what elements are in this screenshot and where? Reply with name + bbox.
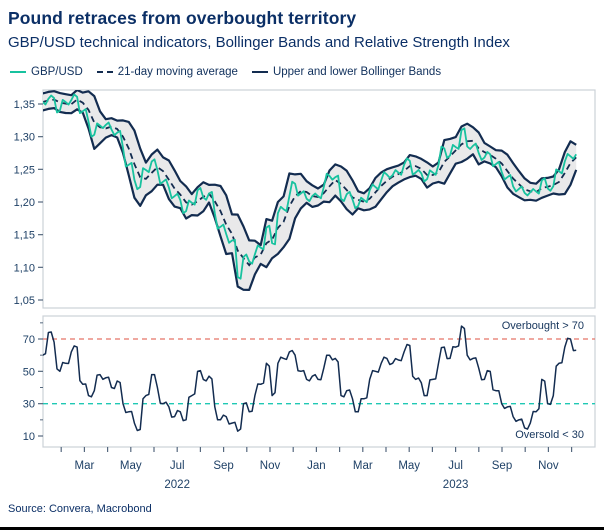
x-axis: Mar May Jul Sep Nov Jan Mar May Jul Sep Nov 2022 202… [60, 447, 573, 491]
svg-text:1,20: 1,20 [14, 197, 35, 209]
bollinger-upper-line [43, 90, 577, 247]
svg-text:10: 10 [23, 431, 35, 443]
svg-text:Sep: Sep [213, 460, 233, 472]
page-title: Pound retraces from overbought territory [8, 8, 357, 28]
svg-text:Jul: Jul [448, 460, 463, 472]
svg-text:1,30: 1,30 [14, 132, 35, 144]
svg-text:May: May [120, 460, 142, 472]
bollinger-band-area [43, 90, 577, 290]
svg-text:2022: 2022 [164, 479, 190, 491]
source-note: Source: Convera, Macrobond [8, 503, 152, 515]
svg-text:30: 30 [23, 399, 35, 411]
rsi-line [43, 325, 577, 432]
svg-text:1,35: 1,35 [14, 99, 35, 111]
svg-text:Jan: Jan [307, 460, 326, 472]
legend-label-moving-average: 21-day moving average [117, 66, 238, 78]
svg-text:1,15: 1,15 [14, 230, 35, 242]
rsi-y-axis: 70 50 30 10 [23, 322, 43, 443]
legend-label-gbpusd: GBP/USD [31, 66, 83, 78]
svg-text:70: 70 [23, 334, 35, 346]
legend: GBP/USD 21-day moving average Upper and … [10, 66, 441, 78]
bollinger-swatch [251, 71, 268, 73]
svg-text:1,10: 1,10 [14, 262, 35, 274]
svg-text:Sep: Sep [492, 460, 512, 472]
svg-text:2023: 2023 [443, 479, 469, 491]
price-y-axis: 1,35 1,30 1,25 1,20 1,15 1,10 1,05 [14, 99, 43, 307]
svg-text:Nov: Nov [538, 460, 559, 472]
svg-text:Nov: Nov [260, 460, 281, 472]
overbought-annotation: Overbought > 70 [501, 320, 584, 332]
legend-item-bollinger: Upper and lower Bollinger Bands [251, 66, 442, 78]
svg-text:1,25: 1,25 [14, 164, 35, 176]
oversold-annotation: Oversold < 30 [515, 429, 584, 441]
page-subtitle: GBP/USD technical indicators, Bollinger … [8, 34, 510, 51]
legend-item-moving-average: 21-day moving average [96, 66, 238, 78]
svg-text:May: May [398, 460, 420, 472]
price-series [43, 90, 578, 291]
rsi-frame [42, 315, 596, 448]
gbpusd-line-swatch [10, 71, 26, 73]
svg-text:50: 50 [23, 366, 35, 378]
svg-text:Jul: Jul [170, 460, 185, 472]
svg-text:Mar: Mar [74, 460, 94, 472]
bollinger-lower-line [43, 106, 578, 291]
svg-text:Mar: Mar [353, 460, 373, 472]
price-frame [42, 89, 596, 309]
bottom-rule [0, 527, 604, 530]
moving-average-swatch [96, 71, 113, 73]
legend-label-bollinger: Upper and lower Bollinger Bands [272, 66, 442, 78]
legend-item-gbpusd: GBP/USD [10, 66, 83, 78]
gbpusd-line [43, 93, 577, 280]
svg-text:1,05: 1,05 [14, 295, 35, 307]
